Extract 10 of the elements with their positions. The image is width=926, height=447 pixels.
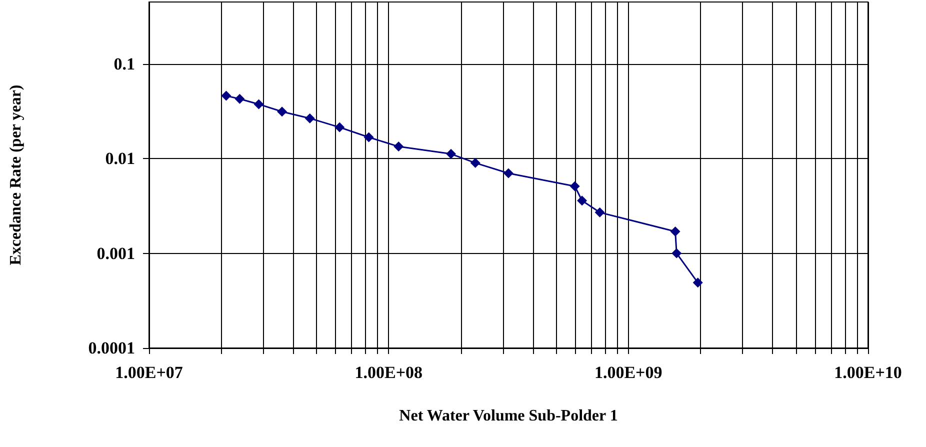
y-axis-title: Excedance Rate (per year) <box>8 84 24 266</box>
x-tick-label: 1.00E+08 <box>354 363 423 382</box>
x-tick-label: 1.00E+10 <box>834 363 902 382</box>
y-tick-label: 0.0001 <box>88 338 135 358</box>
x-tick-label: 1.00E+09 <box>594 363 662 382</box>
x-tick-label: 1.00E+07 <box>115 363 184 382</box>
y-tick-label: 0.1 <box>114 54 135 74</box>
y-tick-label: 0.001 <box>96 244 135 263</box>
x-axis-title: Net Water Volume Sub-Polder 1 <box>399 408 618 424</box>
y-tick-label: 0.01 <box>105 149 135 168</box>
